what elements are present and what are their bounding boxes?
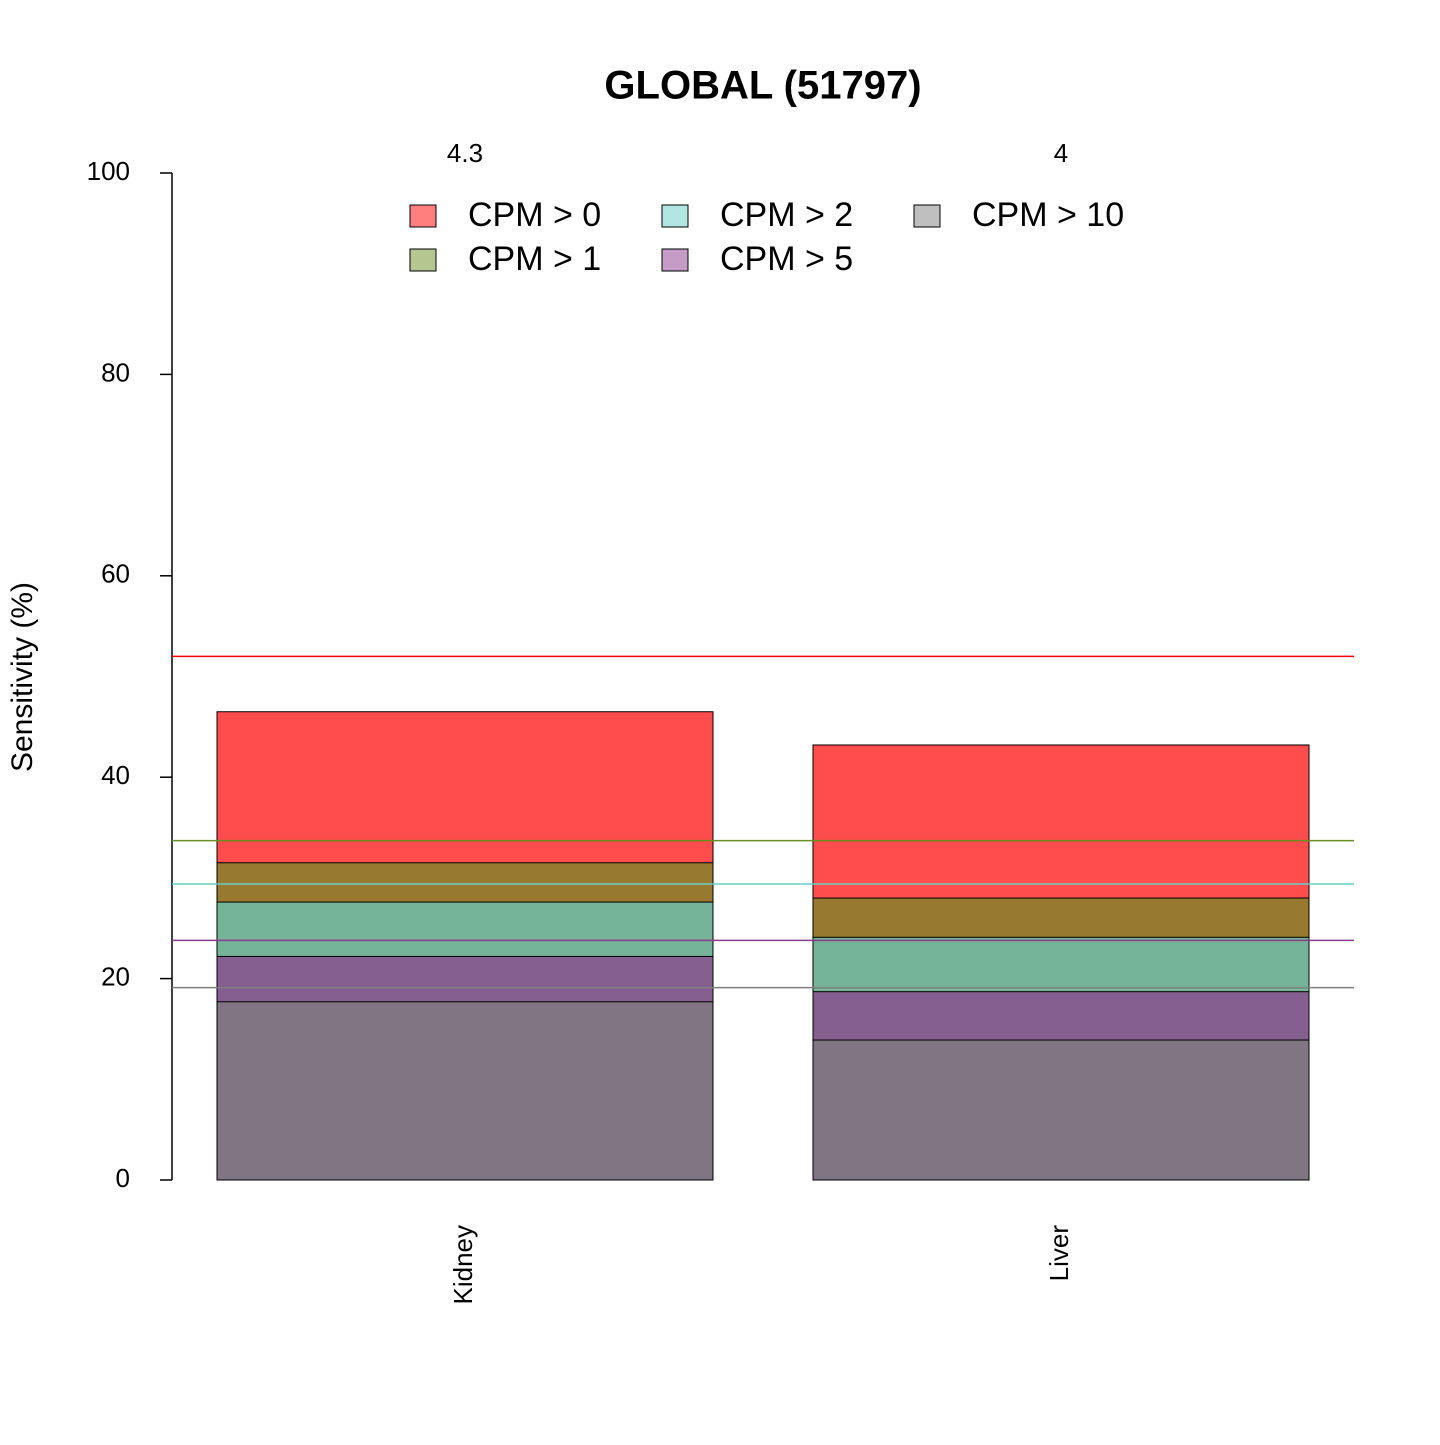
x-tick-label: Kidney: [448, 1225, 478, 1305]
bar-annotation: 4: [1054, 138, 1068, 168]
y-tick-label: 100: [87, 156, 130, 186]
legend-swatch: [661, 204, 689, 228]
legend-label: CPM > 0: [468, 196, 601, 234]
y-tick-label: 60: [101, 559, 130, 589]
legend-label: CPM > 1: [468, 240, 601, 278]
y-axis-label: Sensitivity (%): [6, 582, 39, 772]
bar: [216, 1001, 714, 1181]
legend-swatch: [913, 204, 941, 228]
legend-label: CPM > 10: [972, 196, 1124, 234]
x-tick-label: Liver: [1044, 1225, 1074, 1282]
y-tick-label: 20: [101, 961, 130, 991]
y-tick-label: 40: [101, 760, 130, 790]
legend-label: CPM > 5: [720, 240, 853, 278]
bar-annotation: 4.3: [447, 138, 483, 168]
y-tick-label: 0: [116, 1163, 130, 1193]
legend-swatch: [409, 204, 437, 228]
bar: [812, 1039, 1310, 1181]
legend-swatch: [661, 248, 689, 272]
legend-swatch: [409, 248, 437, 272]
y-tick-label: 80: [101, 357, 130, 387]
legend-label: CPM > 2: [720, 196, 853, 234]
chart-title: GLOBAL (51797): [604, 64, 921, 108]
